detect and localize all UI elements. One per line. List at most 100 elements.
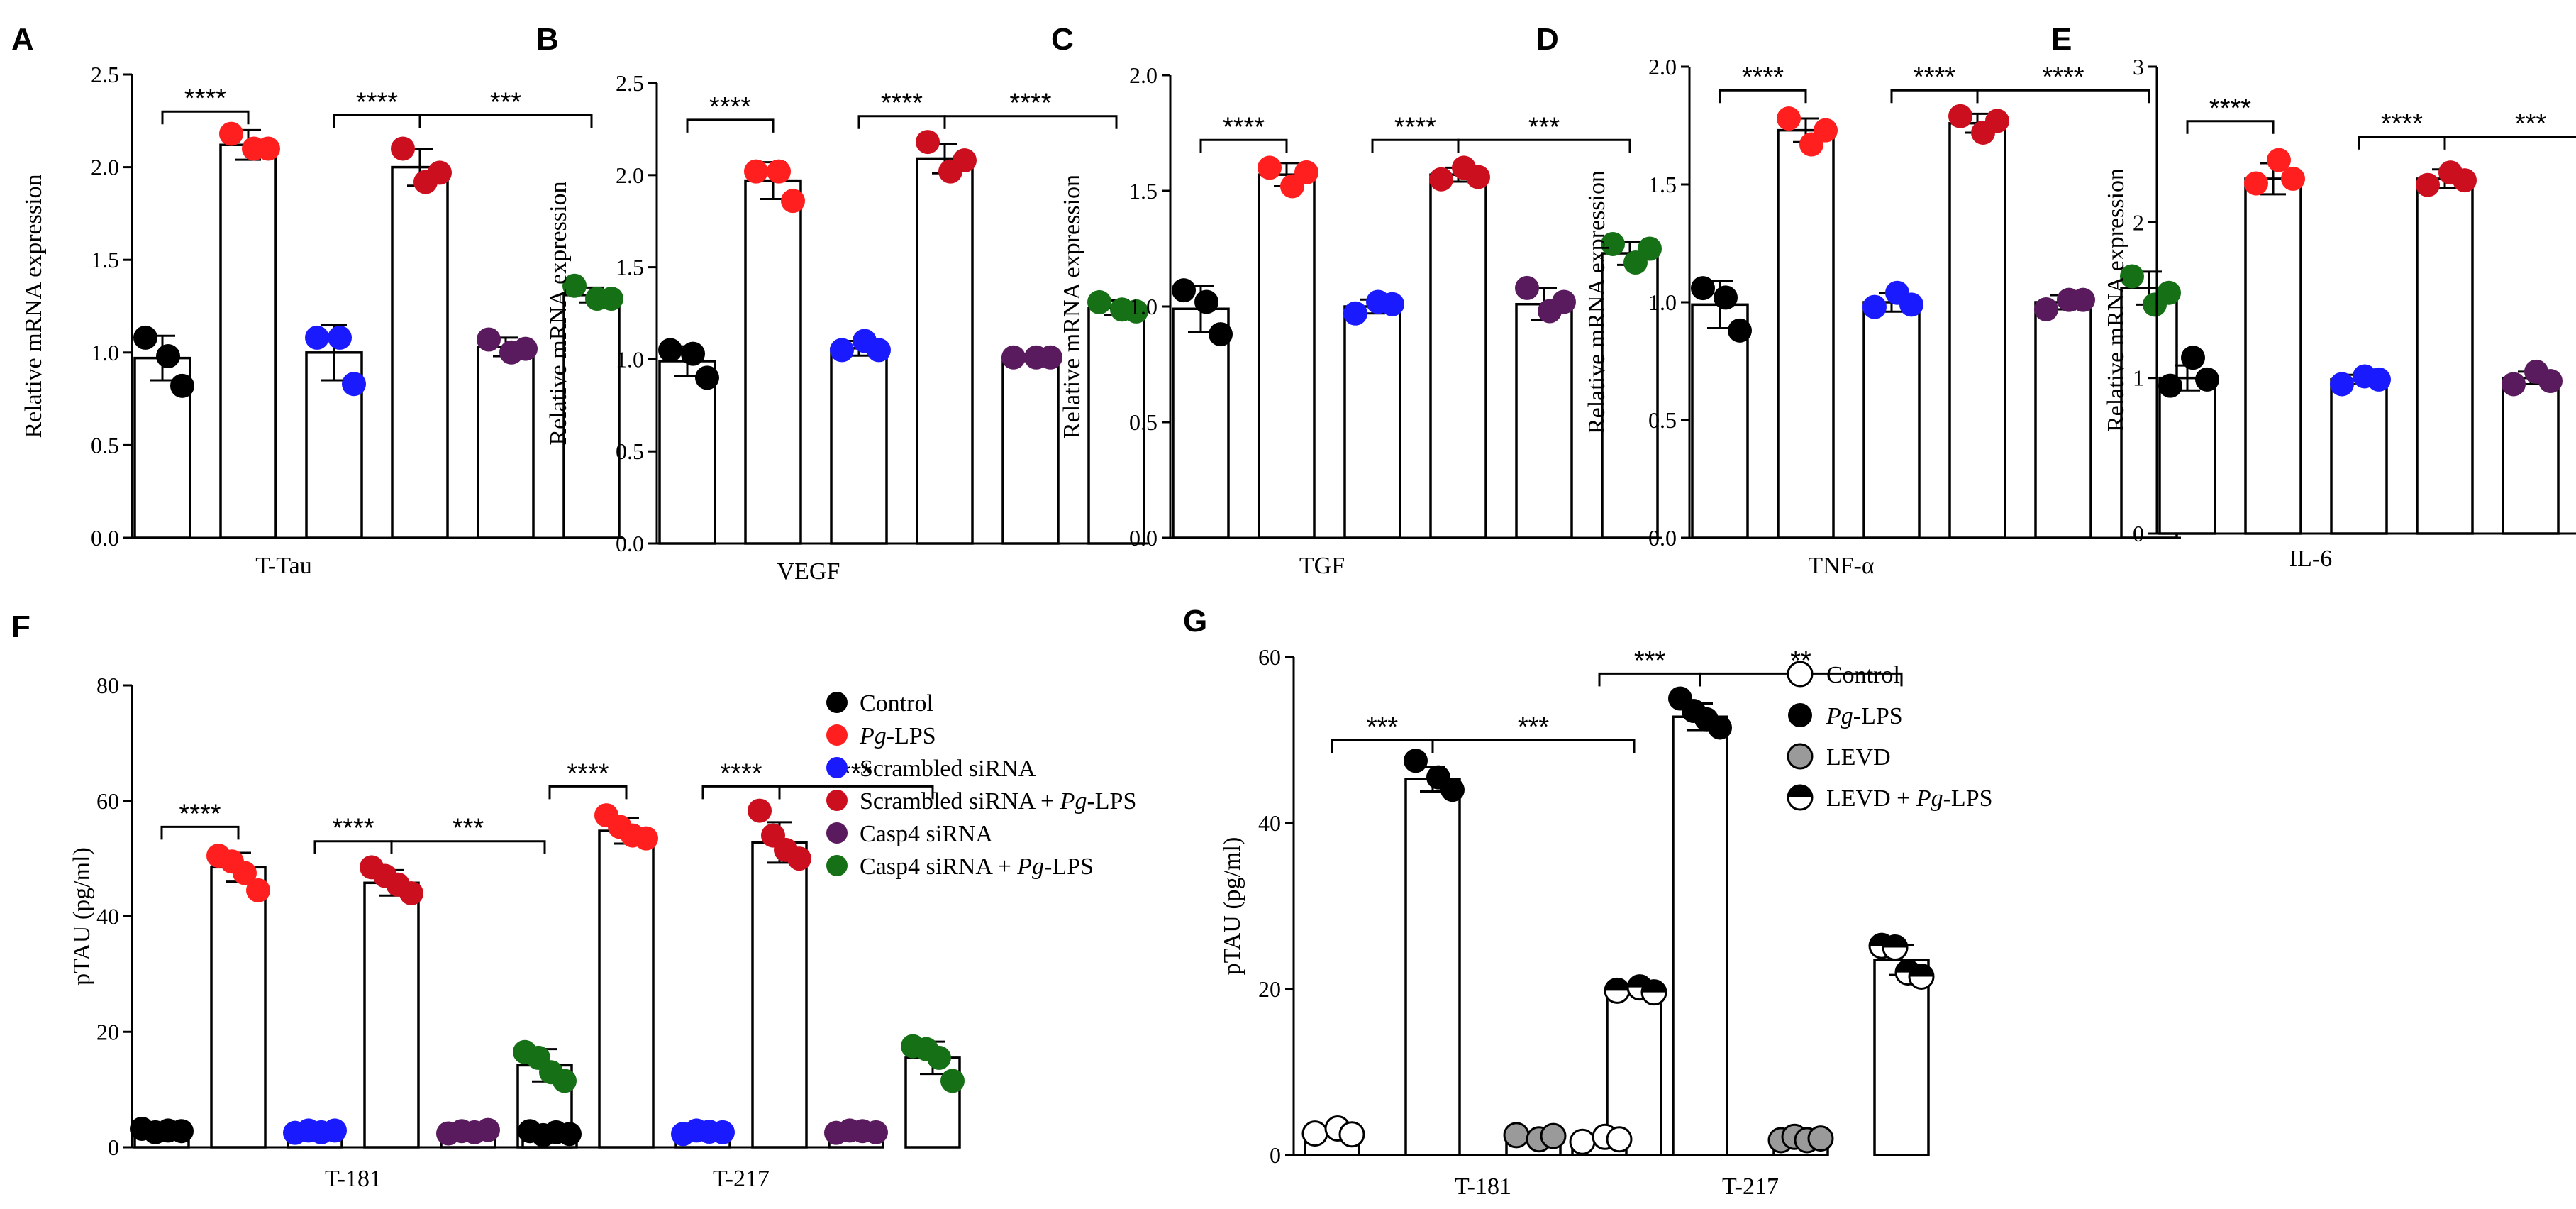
legend-item: LEVD + Pg-LPS (1787, 784, 1993, 812)
significance-label: **** (1223, 112, 1265, 142)
bar-group-scrambled (1343, 289, 1404, 539)
data-point (634, 826, 658, 851)
data-point (1301, 1120, 1328, 1147)
significance-bracket (1976, 89, 2150, 104)
panel-c: C 0.0 0.5 1.0 1.5 2.0 Relative mRNA expression… (1051, 22, 1662, 579)
y-axis-title: Relative mRNA expression (545, 181, 572, 445)
y-tick-label: 0.5 (91, 432, 119, 458)
data-point (256, 136, 280, 161)
data-point (1343, 301, 1367, 326)
legend-marker (1787, 661, 1814, 688)
significance-bracket (1457, 138, 1631, 153)
bar-group-half (1868, 932, 1935, 1156)
bar-group-casp4 (2502, 359, 2563, 535)
significance-bracket (943, 115, 1118, 129)
significance-marker: **** (686, 92, 775, 133)
significance-label: **** (1914, 62, 1955, 92)
bar-group-gray (1503, 1122, 1567, 1156)
bar-group-control (133, 325, 194, 539)
legend-label-italic: Pg (1016, 854, 1044, 880)
bar-group-black (1404, 749, 1465, 1156)
data-point (2158, 373, 2182, 398)
y-axis-title: Relative mRNA expression (1059, 175, 1085, 438)
y-tick-label: 0.0 (616, 531, 644, 556)
data-point (1985, 109, 2009, 133)
y-tick-label: 1.0 (91, 340, 119, 365)
data-point (2034, 297, 2058, 321)
data-point (1638, 236, 1662, 261)
bar-group-pg_lps (206, 844, 270, 1149)
significance-label: **** (2042, 62, 2084, 92)
data-point (1714, 285, 1738, 310)
legend-item: Casp4 siRNA (826, 821, 993, 847)
legend-label: Pg-LPS (859, 723, 936, 749)
data-point (1294, 160, 1318, 184)
bar (1515, 302, 1573, 539)
data-point (2181, 346, 2205, 370)
data-point (1908, 963, 1935, 990)
bar-group-casp4 (477, 327, 538, 539)
data-point (1087, 289, 1111, 314)
panel-a: A 0.0 0.5 1.0 1.5 2.0 2.5 Relative mRNA express… (11, 22, 623, 579)
bar-group-pg_lps (2244, 148, 2305, 535)
legend-label: LEVD + Pg-LPS (1826, 785, 1993, 812)
y-tick-label: 80 (96, 673, 119, 698)
data-point (1429, 167, 1453, 192)
legend-label-part: -LPS (1044, 854, 1094, 880)
data-point (1124, 299, 1148, 324)
bar (1777, 128, 1835, 539)
data-point (2195, 367, 2219, 392)
legend-label-part: Casp4 siRNA + (860, 854, 1017, 880)
data-point (1001, 345, 1026, 370)
data-point (681, 341, 705, 366)
significance-marker: **** (1371, 112, 1460, 153)
y-tick-label: 2.0 (1129, 62, 1157, 88)
legend-label: Scrambled siRNA (860, 756, 1036, 782)
legend-label: Casp4 siRNA (860, 821, 993, 847)
significance-marker: **** (161, 84, 250, 125)
data-point (133, 325, 157, 350)
data-point (2281, 166, 2305, 191)
panel-b: B 0.0 0.5 1.0 1.5 2.0 2.5 Relative mRNA express… (536, 22, 1148, 585)
legend-marker (826, 692, 848, 713)
significance-label: *** (1367, 712, 1399, 742)
bar (2034, 301, 2092, 539)
data-point (1601, 231, 1625, 256)
data-point (2071, 287, 2095, 312)
data-point (953, 148, 977, 173)
data-point (399, 880, 423, 905)
data-point (562, 273, 587, 298)
bar (2416, 177, 2474, 535)
bar-group-scrambled_pg (1429, 155, 1490, 539)
y-tick-label: 0.5 (1129, 409, 1157, 435)
significance-bracket (1199, 138, 1288, 153)
significance-bracket (686, 118, 775, 133)
data-point (1258, 155, 1282, 180)
data-point (1691, 276, 1715, 301)
legend-label-part: Casp4 siRNA (860, 821, 993, 847)
y-axis-title: Relative mRNA expression (2103, 168, 2129, 432)
bar (1601, 252, 1659, 539)
significance-bracket (2443, 136, 2576, 150)
bar-group-casp4_pg (901, 1034, 965, 1149)
x-axis-title: IL-6 (2289, 546, 2332, 572)
data-point-top-half (1642, 980, 1666, 993)
y-axis-title: pTAU (pg/ml) (1219, 837, 1245, 976)
significance-label: **** (2209, 94, 2251, 123)
significance-label: *** (490, 87, 522, 117)
bar (1873, 959, 1930, 1156)
bar-group-scrambled_pg (360, 855, 423, 1149)
significance-marker: *** (1431, 712, 1636, 753)
bar-group-scrambled (283, 1118, 347, 1149)
significance-marker: **** (333, 87, 421, 128)
bar (210, 866, 267, 1149)
data-point (323, 1118, 347, 1143)
bar (2244, 177, 2302, 535)
bar-group-pg_lps (1258, 155, 1318, 539)
bar-group-casp4_pg (1087, 289, 1148, 545)
y-tick-label: 2 (2133, 209, 2144, 235)
bar (916, 157, 974, 545)
